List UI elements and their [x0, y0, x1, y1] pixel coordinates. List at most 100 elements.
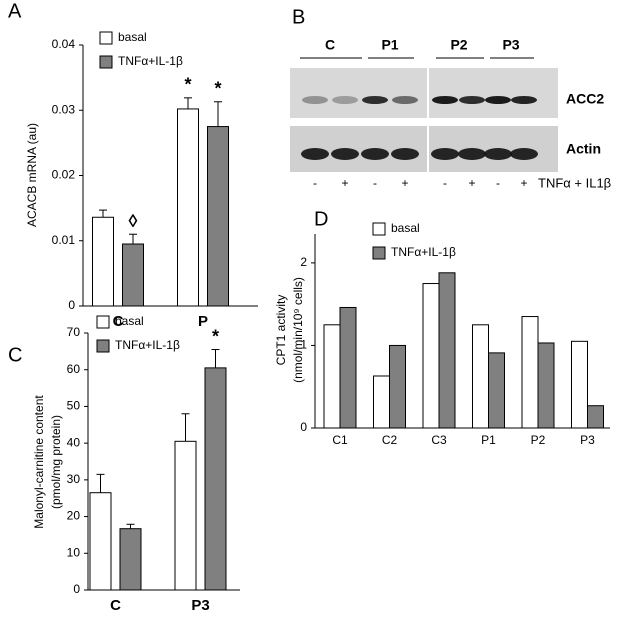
x-tick-label: C1 — [332, 433, 348, 447]
bar — [537, 342, 555, 429]
treatment-label: TNFα + IL1β — [538, 175, 611, 190]
y-tick-label: 50 — [67, 399, 81, 413]
lane-label: P2 — [450, 37, 467, 53]
bar — [89, 492, 112, 591]
legend-swatch — [372, 246, 386, 260]
band — [459, 96, 485, 104]
band — [511, 96, 537, 104]
error-bar — [181, 413, 190, 442]
band — [392, 96, 418, 104]
x-tick-label: P1 — [481, 433, 496, 447]
annotation: * — [184, 75, 191, 95]
legend-label: basal — [115, 314, 144, 328]
x-tick-label: C3 — [431, 433, 447, 447]
band — [432, 96, 458, 104]
bar — [389, 344, 406, 429]
error-bar — [126, 523, 135, 529]
y-tick-label: 0.03 — [52, 102, 76, 116]
legend-label: TNFα+IL-1β — [118, 54, 183, 68]
band — [510, 148, 538, 160]
error-bar — [129, 233, 137, 245]
treatment-sign: - — [373, 176, 377, 190]
panel-label: B — [292, 6, 305, 28]
panel-label: A — [8, 0, 22, 22]
legend-swatch — [99, 55, 113, 69]
band — [302, 96, 328, 104]
x-tick-label: P3 — [580, 433, 595, 447]
band — [485, 96, 511, 104]
panel-label: D — [314, 208, 328, 230]
y-tick-label: 20 — [67, 509, 81, 523]
y-tick-label: 0 — [68, 298, 75, 312]
legend-label: TNFα+IL-1β — [391, 245, 456, 259]
legend-swatch — [96, 315, 110, 329]
band — [458, 148, 486, 160]
treatment-sign: + — [401, 176, 408, 190]
treatment-sign: + — [341, 176, 348, 190]
annotation: * — [214, 79, 221, 99]
x-tick-label: C — [113, 313, 124, 330]
bar — [488, 352, 505, 429]
bar — [339, 306, 357, 429]
x-tick-label: C2 — [382, 433, 398, 447]
bar — [177, 108, 199, 307]
legend-label: basal — [391, 221, 420, 235]
treatment-sign: + — [520, 176, 527, 190]
lane-label: C — [325, 37, 335, 53]
legend-swatch — [372, 222, 386, 236]
y-tick-label: 0 — [300, 420, 307, 434]
treatment-sign: + — [468, 176, 475, 190]
y-axis-label: (pmol/mg protein) — [49, 415, 63, 509]
bar — [174, 440, 197, 591]
x-tick-label: P — [198, 313, 208, 330]
y-axis-label: CPT1 activity — [274, 295, 288, 366]
y-tick-label: 2 — [300, 255, 307, 269]
bar — [92, 216, 114, 307]
error-bar — [211, 349, 220, 368]
y-tick-label: 30 — [67, 472, 81, 486]
error-bar — [96, 473, 105, 493]
band — [332, 96, 358, 104]
bar — [119, 528, 142, 591]
treatment-sign: - — [443, 176, 447, 190]
bar — [571, 340, 588, 429]
y-tick-label: 60 — [67, 362, 81, 376]
annotation: ◊ — [129, 211, 138, 231]
blot-box — [290, 68, 558, 118]
y-axis-label: (nmol/min/10⁹ cells) — [291, 277, 305, 383]
y-tick-label: 0.02 — [52, 168, 76, 182]
bar — [521, 316, 539, 429]
lane-label: P1 — [381, 37, 398, 53]
y-axis-label: ACACB mRNA (au) — [25, 123, 39, 227]
y-tick-label: 1 — [300, 338, 307, 352]
y-axis-label: Malonyl-carnitine content — [32, 395, 46, 529]
bar — [207, 126, 229, 307]
band — [361, 148, 389, 160]
bar — [587, 405, 604, 429]
treatment-sign: - — [496, 176, 500, 190]
bar — [204, 367, 227, 591]
legend-label: basal — [118, 30, 147, 44]
legend-label: TNFα+IL-1β — [115, 338, 180, 352]
bar — [323, 324, 341, 429]
bar — [422, 283, 440, 429]
y-tick-label: 70 — [67, 325, 81, 339]
blot-box — [290, 126, 558, 172]
band-label: ACC2 — [566, 91, 604, 107]
lane-label: P3 — [502, 37, 519, 53]
panel-label: C — [8, 344, 22, 366]
y-tick-label: 0.01 — [52, 233, 76, 247]
legend-swatch — [99, 31, 113, 45]
band — [331, 148, 359, 160]
band — [301, 148, 329, 160]
band — [484, 148, 512, 160]
error-bar — [184, 97, 192, 109]
legend-swatch — [96, 339, 110, 353]
band — [391, 148, 419, 160]
x-tick-label: P3 — [191, 597, 209, 614]
band — [362, 96, 388, 104]
error-bar — [99, 209, 107, 218]
error-bar — [214, 101, 222, 127]
x-tick-label: P2 — [531, 433, 546, 447]
